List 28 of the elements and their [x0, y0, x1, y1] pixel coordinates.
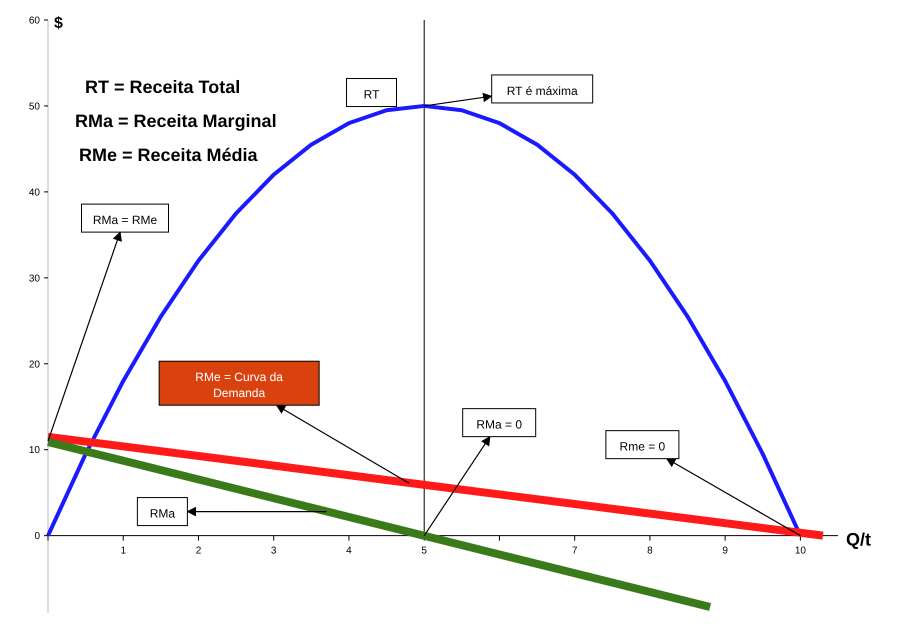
annotation: RMe = Curva da Demanda [195, 370, 284, 400]
x-tick-label: 4 [346, 546, 352, 557]
annotation: RT = Receita Total [85, 77, 240, 97]
x-tick-label: 1 [120, 546, 126, 557]
x-tick-label: 5 [421, 546, 428, 557]
x-tick-label: 2 [196, 546, 202, 557]
y-axis-title: $ [54, 15, 63, 32]
annotation: RMa = 0 [476, 418, 522, 432]
x-tick-label: 8 [647, 546, 654, 557]
y-tick-label: 10 [28, 445, 40, 456]
x-tick-label: 10 [794, 546, 806, 557]
annotation: Rme = 0 [620, 440, 666, 454]
annotation: RMa [150, 506, 176, 521]
x-axis-title: Q/t [846, 530, 871, 550]
y-tick-label: 30 [28, 273, 40, 284]
y-tick-label: 60 [28, 16, 40, 26]
x-tick-label: 3 [270, 546, 277, 557]
x-tick-label: 9 [722, 546, 728, 557]
annotation: RT é máxima [506, 84, 578, 98]
y-tick-label: 20 [28, 359, 40, 370]
x-tick-label: 7 [572, 546, 578, 557]
y-tick-label: 0 [34, 531, 40, 542]
y-tick-label: 50 [28, 101, 40, 112]
y-tick-label: 40 [28, 187, 40, 198]
annotation: RT [364, 88, 380, 102]
annotation: RMe = Receita Média [79, 145, 259, 165]
annotation: RMa = Receita Marginal [75, 111, 277, 131]
annotation: RMa = RMe [92, 213, 158, 228]
